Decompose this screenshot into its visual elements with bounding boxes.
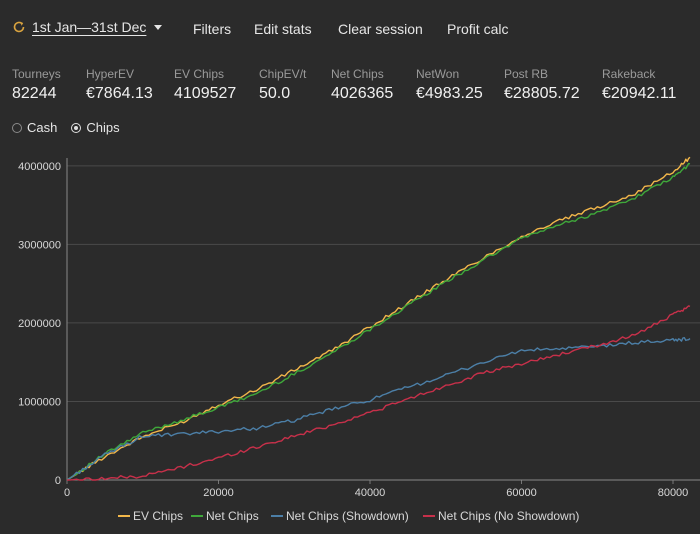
edit-stats-button[interactable]: Edit stats [254, 21, 312, 37]
stat-label: Rakeback [602, 67, 656, 81]
x-tick-label: 60000 [506, 487, 537, 499]
legend-label[interactable]: Net Chips (No Showdown) [438, 509, 579, 523]
stat-netwon: NetWon €4983.25 [416, 67, 483, 104]
x-tick-label: 0 [64, 487, 70, 499]
cash-radio[interactable]: Cash [12, 120, 57, 135]
stat-label: HyperEV [86, 67, 135, 81]
stat-rakeback: Rakeback €20942.11 [602, 67, 676, 104]
y-tick-label: 3000000 [18, 239, 61, 251]
stat-value: 4026365 [331, 85, 394, 102]
legend-label[interactable]: Net Chips (Showdown) [286, 509, 409, 523]
y-tick-label: 0 [55, 475, 61, 487]
y-tick-label: 1000000 [18, 396, 61, 408]
legend-label[interactable]: Net Chips [206, 509, 259, 523]
stat-value: €28805.72 [504, 85, 580, 102]
filters-button[interactable]: Filters [193, 21, 232, 37]
y-tick-label: 2000000 [18, 318, 61, 330]
toolbar: 1st Jan—31st Dec Filters Edit stats Clea… [0, 0, 700, 58]
clear-session-button[interactable]: Clear session [338, 21, 423, 37]
refresh-icon [13, 21, 25, 33]
stat-post-rb: Post RB €28805.72 [504, 67, 580, 104]
x-tick-label: 20000 [203, 487, 234, 499]
stat-label: Tourneys [12, 67, 61, 81]
stat-label: Post RB [504, 67, 549, 81]
series-line-net-chips [66, 162, 691, 481]
stat-value: 4109527 [174, 85, 237, 102]
chevron-down-icon [154, 24, 163, 30]
radio-circle-icon [12, 122, 22, 133]
mode-toggle: Cash Chips [12, 120, 134, 135]
stat-tourneys: Tourneys 82244 [12, 67, 61, 104]
stat-label: ChipEV/t [259, 67, 307, 81]
stat-value: 50.0 [259, 85, 291, 102]
series-line-ev-chips [66, 156, 691, 481]
stat-value: €20942.11 [602, 85, 677, 102]
legend-label[interactable]: EV Chips [133, 509, 183, 523]
stat-value: €7864.13 [86, 85, 153, 102]
stat-net-chips: Net Chips 4026365 [331, 67, 393, 104]
stat-label: NetWon [416, 67, 460, 81]
x-tick-label: 40000 [355, 487, 386, 499]
stat-value: 82244 [12, 85, 57, 102]
y-tick-label: 4000000 [18, 161, 61, 173]
chips-radio-label: Chips [86, 120, 120, 135]
series-line-net-chips-no-showdown [66, 305, 691, 481]
cash-radio-label: Cash [27, 120, 58, 135]
chips-radio[interactable]: Chips [71, 120, 120, 135]
stats-bar: Tourneys 82244 HyperEV €7864.13 EV Chips… [12, 67, 692, 107]
radio-checked-icon [71, 122, 82, 133]
stat-ev-chips: EV Chips 4109527 [174, 67, 236, 104]
stat-hyperev: HyperEV €7864.13 [86, 67, 153, 104]
profit-calc-button[interactable]: Profit calc [447, 21, 509, 37]
stat-label: Net Chips [331, 67, 384, 81]
date-range-dropdown[interactable]: 1st Jan—31st Dec [12, 19, 163, 35]
series-line-net-chips-showdown [66, 336, 691, 481]
x-tick-label: 80000 [658, 487, 689, 499]
date-range-label: 1st Jan—31st Dec [32, 19, 147, 35]
stat-value: €4983.25 [416, 85, 483, 102]
stat-chipev-per-t: ChipEV/t 50.0 [259, 67, 306, 104]
stat-label: EV Chips [174, 67, 225, 81]
chip-graph: 0 1000000 2000000 3000000 4000000 0 20000 40000… [18, 156, 700, 523]
